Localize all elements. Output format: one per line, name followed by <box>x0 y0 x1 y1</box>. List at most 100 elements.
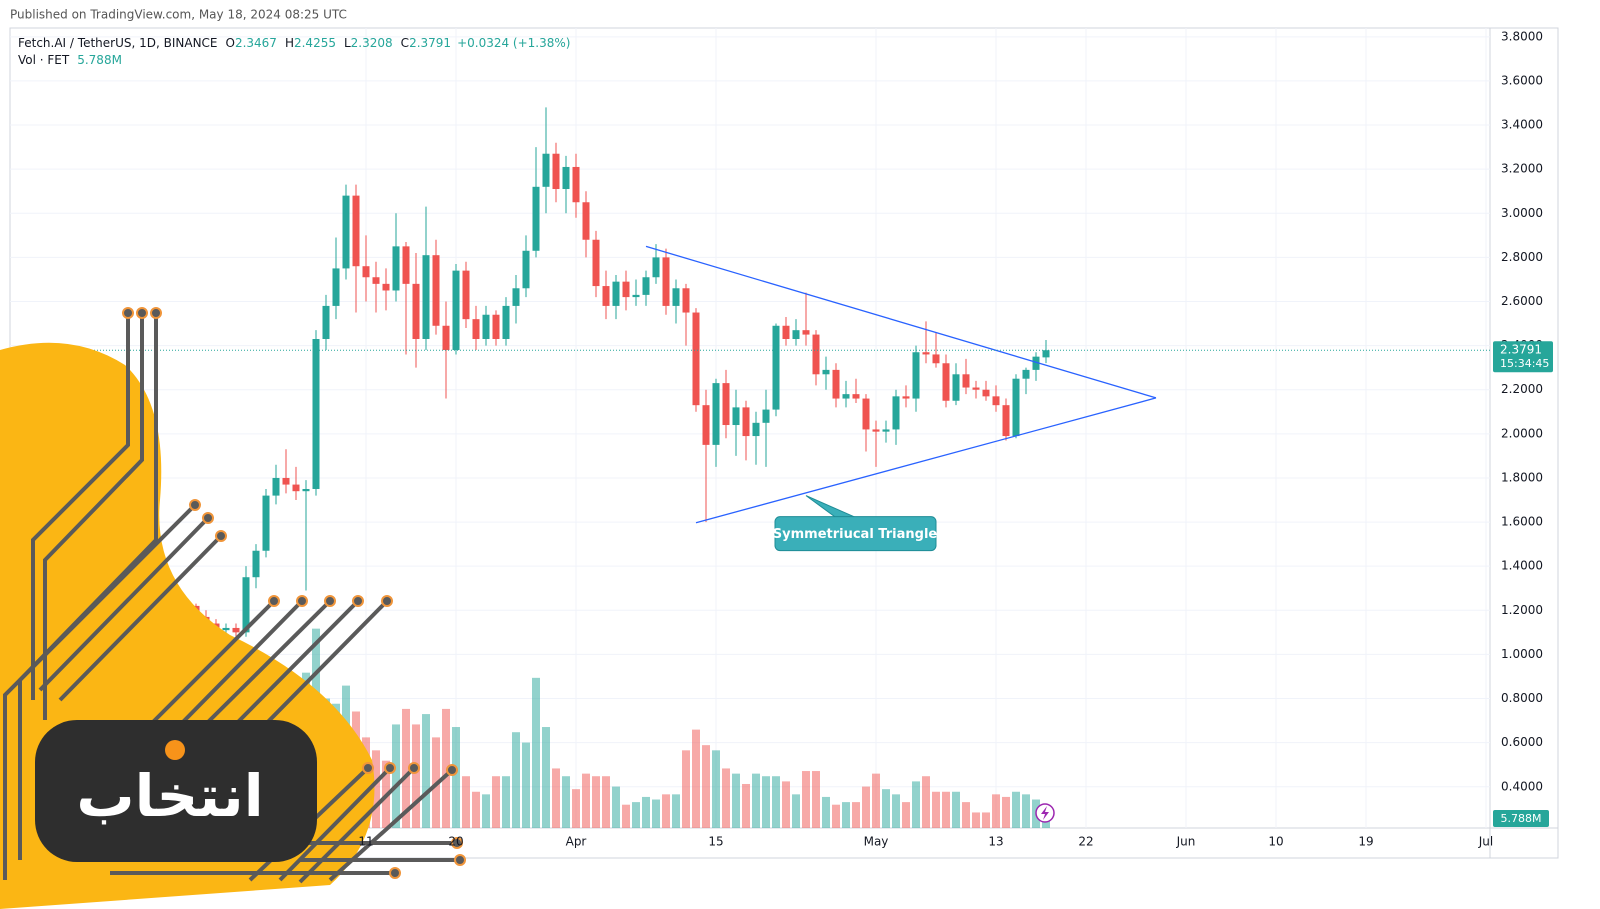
candle-body <box>802 330 810 335</box>
candle-body <box>632 294 640 298</box>
volume-bar <box>862 786 870 828</box>
ohlc-value: 2.3208 <box>351 36 393 50</box>
y-tick-label: 1.8000 <box>1501 470 1543 484</box>
candle-body <box>512 288 520 306</box>
symbol-line: Fetch.AI / TetherUS, 1D, BINANCE O2.3467 H… <box>18 36 570 50</box>
volume-bar <box>782 781 790 828</box>
x-tick-label: Jul <box>1478 835 1493 849</box>
candle-body <box>872 429 880 432</box>
volume-bar <box>742 783 750 828</box>
volume-bar <box>772 776 780 828</box>
candle-body <box>1042 350 1050 358</box>
candle-body <box>742 407 750 437</box>
volume-bar <box>762 776 770 828</box>
volume-bar <box>482 794 490 828</box>
y-tick-label: 2.0000 <box>1501 426 1543 440</box>
circuit-node <box>215 530 227 542</box>
candle-body <box>242 577 250 633</box>
volume-bar <box>872 773 880 828</box>
candle-body <box>582 202 590 240</box>
volume-bar <box>442 708 450 828</box>
circuit-line <box>31 313 130 700</box>
y-tick-label: 3.8000 <box>1501 29 1543 43</box>
volume-bar <box>592 776 600 828</box>
circuit-node <box>136 307 148 319</box>
candle-body <box>982 389 990 397</box>
volume-bar <box>582 773 590 828</box>
icon-bolt <box>1041 806 1049 820</box>
candle-body <box>402 246 410 284</box>
candle-body <box>732 407 740 426</box>
candle-body <box>1002 405 1010 437</box>
candle-body <box>222 627 230 631</box>
candle-body <box>412 283 420 340</box>
trendline <box>695 397 1157 524</box>
ohlc-prefix: H <box>285 36 294 50</box>
candle-body <box>912 352 920 399</box>
candle-body <box>482 314 490 340</box>
candle-body <box>682 288 690 313</box>
y-tick-label: 2.6000 <box>1501 294 1543 308</box>
volume-bar <box>932 791 940 828</box>
volume-bar <box>612 786 620 828</box>
circuit-node <box>202 512 214 524</box>
x-tick-label: 22 <box>1078 835 1093 849</box>
candle-body <box>392 246 400 291</box>
volume-bar <box>962 802 970 828</box>
candle-body <box>962 374 970 388</box>
circuit-node <box>324 595 336 607</box>
volume-bar <box>712 750 720 828</box>
volume-bar <box>952 791 960 828</box>
circuit-line <box>148 599 276 727</box>
circuit-node <box>189 499 201 511</box>
trendline <box>645 245 1157 399</box>
x-tick-label: 10 <box>1268 835 1283 849</box>
volume-bar <box>982 812 990 828</box>
candle-body <box>272 477 280 496</box>
volume-bar <box>852 802 860 828</box>
callout-text: Symmetriucal Triangle <box>773 527 938 542</box>
volume-bar <box>552 768 560 828</box>
candle-body <box>672 288 680 306</box>
volume-bar <box>602 776 610 828</box>
ohlc-prefix: C <box>401 36 409 50</box>
candle-body <box>252 550 260 578</box>
candle-body <box>312 339 320 489</box>
candle-body <box>942 363 950 401</box>
circuit-line <box>43 313 144 720</box>
price-tag-label: 2.3791 <box>1500 343 1542 357</box>
volume-bar <box>512 732 520 828</box>
published-note: Published on TradingView.com, May 18, 20… <box>10 8 347 22</box>
header: Published on TradingView.com, May 18, 20… <box>10 8 570 67</box>
circuit-node <box>362 762 374 774</box>
circuit-line <box>58 534 223 702</box>
candle-body <box>332 268 340 306</box>
candle-body <box>372 277 380 284</box>
candle-body <box>422 255 430 340</box>
volume-bar <box>732 773 740 828</box>
candle-body <box>262 495 270 551</box>
volume-bar <box>572 789 580 828</box>
candle-body <box>932 354 940 364</box>
candle-body <box>972 387 980 390</box>
drawings: Symmetriucal Triangle <box>10 245 1490 552</box>
candle-body <box>772 325 780 410</box>
candle-body <box>612 281 620 306</box>
y-tick-label: 2.2000 <box>1501 382 1543 396</box>
volume-bar <box>562 776 570 828</box>
y-tick-label: 0.4000 <box>1501 779 1543 793</box>
candle-body <box>1032 356 1040 370</box>
circuit-node <box>384 762 396 774</box>
candle-body <box>232 627 240 633</box>
candle-body <box>462 270 470 320</box>
circuit-node <box>389 867 401 879</box>
ohlc-prefix: L <box>344 36 351 50</box>
candle-layer <box>182 107 1050 639</box>
volume-bar <box>812 771 820 828</box>
candle-body <box>992 396 1000 406</box>
volume-bar <box>892 794 900 828</box>
volume-bar <box>992 794 1000 828</box>
circuit-line <box>298 766 416 884</box>
